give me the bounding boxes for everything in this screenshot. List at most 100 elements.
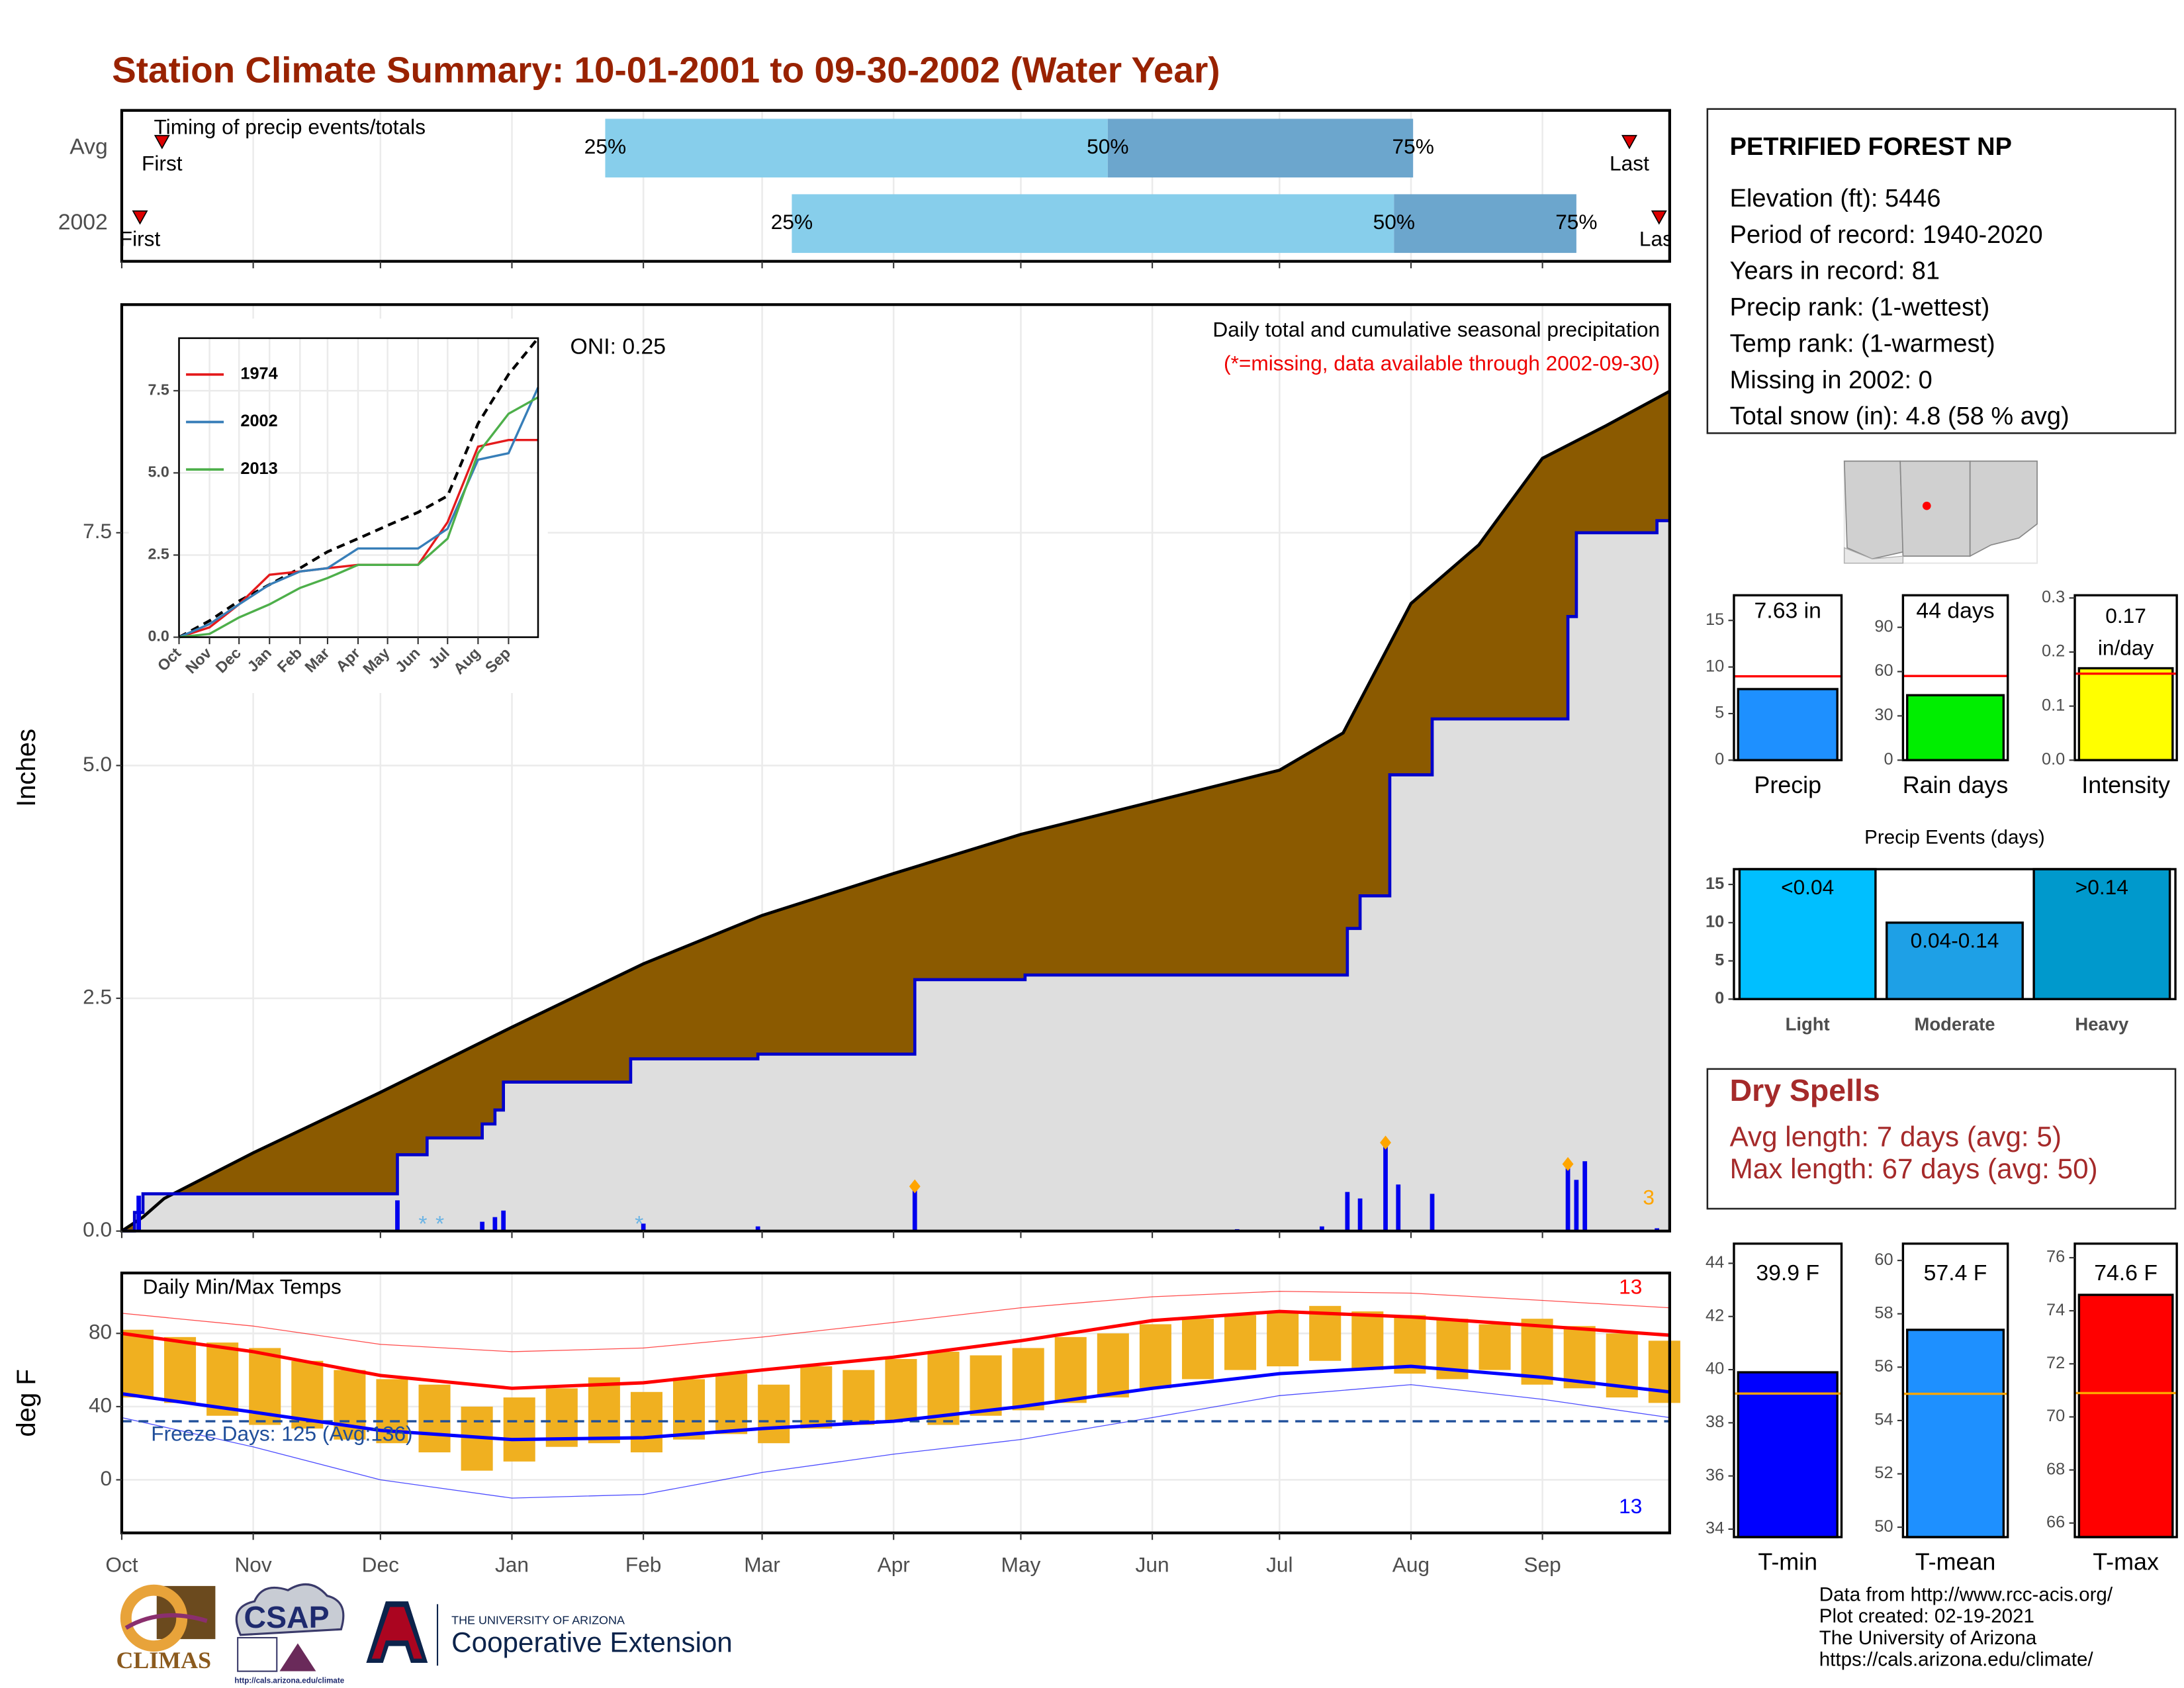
temp-range-bar [164,1336,197,1403]
category-label: T-min [1758,1549,1817,1575]
event-label: Last [1639,226,1679,250]
category-label: Moderate [1915,1014,1995,1035]
y-tick-label: 54 [1874,1411,1893,1429]
bar [2077,1293,2174,1538]
daily-bar [912,1186,917,1231]
daily-bar [755,1226,760,1231]
y-tick-label: 0 [1715,989,1724,1008]
daily-bar [1320,1226,1324,1231]
y-tick-label: 50 [1874,1517,1893,1536]
temp-range-bar [800,1366,833,1429]
temp-range-bar [842,1370,875,1425]
daily-bar [641,1223,646,1231]
temperature-marks [121,1291,1680,1499]
plot-frame [1733,1243,1843,1538]
temp-range-bar [758,1384,790,1444]
station-info: PETRIFIED FOREST NP Elevation (ft): 5446… [1706,108,2177,434]
percent-label: 50% [1373,210,1415,234]
y-tick-label: 60 [1874,1250,1893,1269]
category-label: Precip [1754,772,1821,798]
y-tick-label: 15 [1706,610,1724,629]
y-tick-label: 76 [2046,1248,2065,1266]
y-axis-label: Inches [12,729,41,807]
info-box [1706,108,2177,434]
y-tick-label: 30 [1874,706,1893,724]
chart-title: Daily total and cumulative seasonal prec… [1212,318,1660,342]
logo-shape [235,1583,345,1636]
station-location [1922,501,1931,510]
x-tick-label: Mar [744,1553,780,1577]
x-tick-label: May [1001,1553,1041,1577]
daily-bar [1345,1192,1350,1231]
plot-frame [2073,1243,2178,1538]
plot-frame [1901,1243,2009,1538]
x-tick-label: Apr [878,1553,911,1577]
timing-bar [1107,118,1414,178]
record-max-line [121,1291,1670,1352]
bar [2032,868,2171,1001]
bar [1737,688,1839,762]
info-line: Period of record: 1940-2020 [1730,221,2043,249]
value-label-line: 0.17 [2105,604,2146,628]
y-tick-label: 0 [101,1466,113,1490]
value-label: 57.4 F [1924,1260,1987,1286]
row-label: Avg [69,134,108,160]
bar [1906,694,2005,762]
temp-range-bar [885,1359,917,1422]
locator-map [1843,460,2038,564]
logo-shape [279,1643,316,1671]
y-tick-label: 0.0 [83,1217,112,1241]
chart-subtitle: (*=missing, data available through 2002-… [1224,351,1660,375]
logo-shape [371,1607,422,1659]
series-line [178,387,539,639]
y-tick-label: 38 [1706,1413,1724,1431]
y-tick-label: 34 [1706,1519,1724,1538]
percent-label: 25% [771,210,813,234]
event-label: First [142,151,183,175]
info-line: Elevation (ft): 5446 [1730,185,1941,212]
y-tick-label: 66 [2046,1513,2065,1531]
temp-range-bar [715,1374,748,1434]
percent-label: 75% [1555,210,1597,234]
daily-bar [1574,1180,1579,1231]
timing-bar [1394,194,1576,254]
legend-label: 2002 [240,412,277,430]
chart-timing: 25% 50% 75% First Last 25% 50% 75% First Last Avg 2… [58,109,1679,269]
daily-bar [480,1221,485,1231]
university-text: THE UNIVERSITY OF ARIZONA [451,1613,625,1626]
event-marker [1621,134,1637,150]
climas-text: CLIMAS [116,1647,212,1673]
x-tick-label: Oct [105,1553,138,1577]
observed-area [121,520,1670,1231]
extension-text: Cooperative Extension [451,1627,733,1658]
top-events-count: 3 [1643,1186,1655,1209]
temp-range-bar [672,1379,705,1440]
category-label: Intensity [2081,772,2170,798]
x-tick-label: Jun [1136,1553,1169,1577]
average-line [178,337,539,639]
y-tick-label: 5 [1715,704,1724,722]
temp-range-bar [1012,1348,1044,1411]
daily-bar [1582,1161,1588,1231]
x-tick-label: Jul [1266,1553,1293,1577]
plot-frame [2073,594,2178,762]
average-line [120,389,1670,1233]
chart-temperature: Daily Min/Max Temps Freeze Days: 125 (Avg… [12,1271,1680,1577]
chart-bar: <0.04 Light 0.04-0.14 Moderate >0.14 Heavy Pre… [1706,826,2177,1035]
record-min-line [121,1384,1670,1499]
daily-bar [1383,1143,1388,1231]
temp-range-bar [418,1384,451,1453]
y-tick-label: 56 [1874,1357,1893,1376]
daily-bar [501,1210,506,1231]
temp-range-bar [1139,1324,1171,1389]
x-tick-label: Dec [362,1553,399,1577]
chart-bar: 74.6 F T-max 66 68 70 72 74 76 [2046,1243,2178,1575]
event-marker [154,134,170,150]
y-tick-label: 10 [1706,657,1724,675]
y-tick-label: 70 [2046,1407,2065,1425]
map-state [1899,460,1971,557]
y-tick-label: 36 [1706,1466,1724,1484]
info-line: Missing in 2002: 0 [1730,366,1933,394]
